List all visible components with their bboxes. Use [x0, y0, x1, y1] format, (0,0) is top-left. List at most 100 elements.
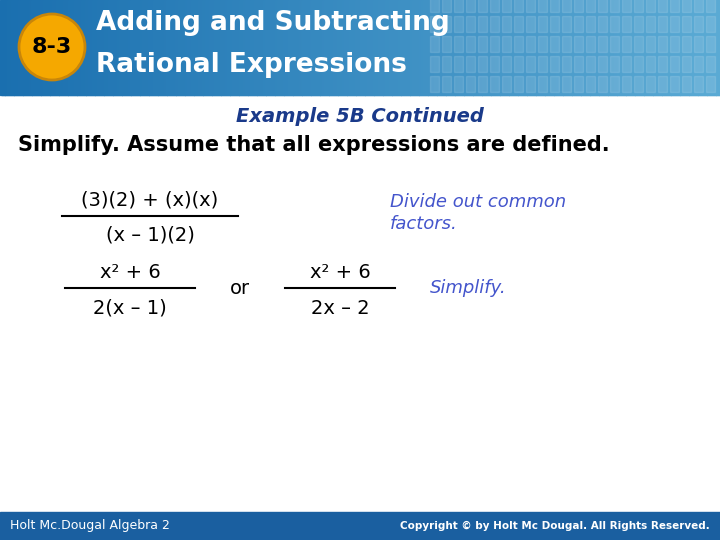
Bar [220, 0, 222, 95]
Bar [694, 76, 703, 92]
Bar [610, 0, 619, 12]
Bar [317, 0, 320, 95]
Bar [694, 56, 703, 72]
Bar [626, 0, 629, 95]
Bar [438, 0, 440, 95]
Bar [83, 0, 86, 95]
Bar [272, 0, 274, 95]
Bar [405, 0, 408, 95]
Bar [173, 0, 176, 95]
Bar [514, 36, 523, 52]
Bar [459, 0, 462, 95]
Bar [639, 0, 642, 95]
Bar [610, 36, 619, 52]
Bar [529, 0, 532, 95]
Bar [68, 0, 71, 95]
Bar [45, 0, 48, 95]
Bar [504, 0, 507, 95]
Bar [371, 0, 374, 95]
Bar [400, 0, 402, 95]
Bar [287, 0, 289, 95]
Bar [703, 0, 706, 95]
Bar [526, 0, 535, 12]
Bar [695, 0, 698, 95]
Bar [497, 0, 500, 95]
Bar [265, 0, 267, 95]
Bar [13, 0, 15, 95]
Bar [410, 0, 413, 95]
Bar [634, 76, 643, 92]
Bar [526, 16, 535, 32]
Bar [562, 0, 571, 12]
Bar [531, 0, 534, 95]
Bar [646, 76, 655, 92]
Bar [582, 0, 584, 95]
Bar [546, 0, 548, 95]
Bar [682, 36, 691, 52]
Bar [574, 16, 583, 32]
Bar [622, 36, 631, 52]
Bar [431, 0, 433, 95]
Bar [86, 0, 89, 95]
Text: factors.: factors. [390, 215, 458, 233]
Bar [571, 0, 573, 95]
Bar [547, 0, 550, 95]
Bar [61, 0, 64, 95]
Text: Example 5B Continued: Example 5B Continued [236, 107, 484, 126]
Bar [502, 56, 511, 72]
Bar [526, 56, 535, 72]
Bar [189, 0, 192, 95]
Bar [43, 0, 46, 95]
Bar [586, 16, 595, 32]
Bar [666, 0, 669, 95]
Bar [246, 0, 249, 95]
Bar [238, 0, 240, 95]
Bar [461, 0, 464, 95]
Bar [115, 0, 118, 95]
Text: x² + 6: x² + 6 [310, 262, 370, 281]
Bar [670, 16, 679, 32]
Bar [333, 0, 336, 95]
Bar [495, 0, 498, 95]
Bar [682, 16, 691, 32]
Bar [89, 0, 91, 95]
Bar [541, 0, 544, 95]
Bar [671, 0, 674, 95]
Bar [610, 76, 619, 92]
Bar [589, 0, 591, 95]
Bar [145, 0, 148, 95]
Bar [569, 0, 572, 95]
Bar [412, 0, 415, 95]
Bar [646, 0, 655, 12]
Bar [132, 0, 134, 95]
Bar [613, 0, 616, 95]
Bar [670, 0, 672, 95]
Bar [133, 0, 136, 95]
Bar [606, 0, 609, 95]
Bar [707, 0, 710, 95]
Bar [239, 0, 242, 95]
Bar [657, 0, 660, 95]
Bar [71, 0, 73, 95]
Bar [593, 0, 595, 95]
Text: Copyright © by Holt Mc Dougal. All Rights Reserved.: Copyright © by Holt Mc Dougal. All Right… [400, 521, 710, 531]
Bar [647, 0, 649, 95]
Bar [14, 0, 17, 95]
Bar [36, 0, 39, 95]
Bar [679, 0, 681, 95]
Bar [376, 0, 379, 95]
Bar [538, 36, 547, 52]
Bar [215, 0, 217, 95]
Bar [594, 0, 597, 95]
Bar [325, 0, 328, 95]
Bar [65, 0, 68, 95]
Bar [344, 0, 346, 95]
Bar [682, 56, 691, 72]
Bar [585, 0, 588, 95]
Bar [232, 0, 235, 95]
Bar [514, 0, 523, 12]
Text: x² + 6: x² + 6 [99, 262, 161, 281]
Bar [634, 56, 643, 72]
Bar [622, 76, 631, 92]
Bar [598, 56, 607, 72]
